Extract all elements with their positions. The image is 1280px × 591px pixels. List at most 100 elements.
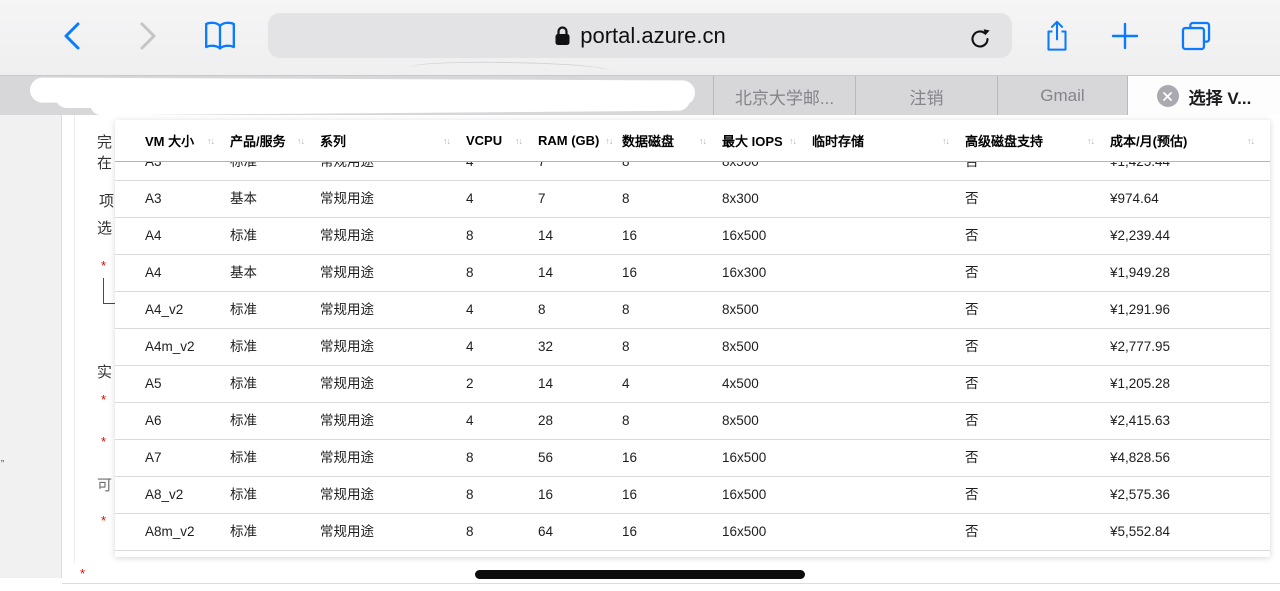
browser-toolbar: portal.azure.cn	[0, 0, 1280, 75]
column-header-product[interactable]: 产品/服务 ↑↓	[230, 131, 320, 150]
table-row[interactable]: A4m_v2 标准 常规用途 4 32 8 8x500 否 ¥2,777.95	[115, 329, 1270, 366]
column-label: RAM (GB)	[538, 133, 600, 148]
table-cell: ¥974.64	[1110, 191, 1159, 206]
table-cell: 4	[466, 191, 474, 206]
url-text: portal.azure.cn	[580, 22, 726, 48]
table-cell: 常规用途	[320, 524, 374, 539]
table-cell: 常规用途	[320, 265, 374, 280]
table-cell: 否	[965, 162, 1110, 180]
table-cell: 常规用途	[320, 228, 374, 243]
input-field-corner	[103, 278, 116, 304]
table-cell: 16x500	[722, 487, 767, 502]
table-cell: 8	[622, 162, 722, 180]
table-cell: 标准	[230, 524, 257, 539]
table-cell: 16	[622, 265, 638, 280]
column-label: 产品/服务	[230, 134, 286, 149]
table-row[interactable]: A4 标准 常规用途 8 14 16 16x500 否 ¥2,239.44	[115, 218, 1270, 255]
table-cell: 14	[538, 228, 554, 243]
column-header-max-iops[interactable]: 最大 IOPS ↑↓	[722, 131, 812, 150]
table-row[interactable]: A7 标准 常规用途 8 56 16 16x500 否 ¥4,828.56	[115, 440, 1270, 477]
tab-overview-button[interactable]	[1178, 18, 1214, 54]
column-header-cost[interactable]: 成本/月(预估) ↑↓	[1110, 131, 1270, 150]
table-row[interactable]: A4_v2 标准 常规用途 4 8 8 8x500 否 ¥1,291.96	[115, 292, 1270, 329]
table-cell: A3	[145, 191, 162, 206]
table-row[interactable]: A6 标准 常规用途 4 28 8 8x500 否 ¥2,415.63	[115, 403, 1270, 440]
address-bar[interactable]: portal.azure.cn	[268, 13, 1012, 58]
sort-icon[interactable]: ↑↓	[605, 135, 613, 146]
new-tab-button[interactable]	[1107, 18, 1143, 54]
column-label: 成本/月(预估)	[1110, 134, 1188, 149]
tab-select-vm-active[interactable]: 选择 V...	[1127, 76, 1280, 116]
table-cell: 否	[965, 450, 979, 465]
table-cell: 基本	[230, 191, 257, 206]
back-button[interactable]	[54, 18, 90, 54]
table-cell: 否	[965, 191, 979, 206]
table-cell: 16	[622, 524, 638, 539]
bookmarks-button[interactable]	[202, 18, 238, 54]
table-row[interactable]: A3 基本 常规用途 4 7 8 8x300 否 ¥974.64	[115, 181, 1270, 218]
tab-close-button[interactable]	[1156, 85, 1179, 107]
column-label: VCPU	[466, 133, 503, 148]
tab-logout[interactable]: 注销	[855, 76, 997, 116]
page-text-fragment: 完	[97, 134, 113, 151]
sort-icon[interactable]: ↑↓	[1087, 135, 1095, 146]
table-cell: 16x500	[722, 450, 767, 465]
sort-icon[interactable]: ↑↓	[515, 135, 523, 146]
table-row[interactable]: A8_v2 标准 常规用途 8 16 16 16x500 否 ¥2,575.36	[115, 477, 1270, 514]
table-cell: 常规用途	[320, 302, 374, 317]
column-header-temp-storage[interactable]: 临时存储 ↑↓	[812, 131, 965, 150]
sort-icon[interactable]: ↑↓	[1247, 135, 1255, 146]
required-asterisk: *	[101, 392, 107, 407]
table-cell	[812, 162, 965, 180]
table-cell: 16	[622, 228, 638, 243]
horizontal-scrollbar[interactable]	[475, 570, 805, 579]
sort-icon[interactable]: ↑↓	[942, 135, 950, 146]
table-row[interactable]: A5 标准 常规用途 2 14 4 4x500 否 ¥1,205.28	[115, 366, 1270, 403]
forward-button[interactable]	[130, 18, 166, 54]
table-cell: 常规用途	[320, 339, 374, 354]
table-cell: 否	[965, 524, 979, 539]
share-button[interactable]	[1039, 18, 1075, 54]
table-cell	[812, 255, 965, 291]
table-header-row: VM 大小 ↑↓ 产品/服务 ↑↓ 系列 ↑↓ VCPU ↑↓ RAM (GB) ↑↓ 数…	[115, 120, 1270, 162]
table-cell: 8x500	[722, 162, 812, 180]
table-cell: 4	[466, 302, 474, 317]
table-row-clipped[interactable]: A3标准常规用途4788x500 否¥1,425.44	[115, 162, 1270, 181]
table-cell: 8	[466, 265, 474, 280]
table-cell: 64	[538, 524, 554, 539]
refresh-button[interactable]	[962, 21, 998, 57]
table-cell: 4	[466, 413, 474, 428]
table-cell: ¥1,205.28	[1110, 376, 1171, 391]
table-cell: 4x500	[722, 376, 759, 391]
forward-icon	[140, 22, 156, 50]
table-row[interactable]: A8m_v2 标准 常规用途 8 64 16 16x500 否 ¥5,552.84	[115, 514, 1270, 551]
sort-icon[interactable]: ↑↓	[297, 135, 305, 146]
column-header-ram[interactable]: RAM (GB) ↑↓	[538, 133, 622, 148]
table-cell: 56	[538, 450, 554, 465]
sort-icon[interactable]: ↑↓	[207, 135, 215, 146]
column-header-vcpu[interactable]: VCPU ↑↓	[466, 133, 538, 148]
tab-gmail[interactable]: Gmail	[997, 76, 1127, 116]
portal-page: 完 在 项 选 * 实 * * 可 * * „ VM 大小 ↑↓ 产品/服务 ↑↓ …	[0, 115, 1280, 591]
table-cell: ¥1,291.96	[1110, 302, 1171, 317]
tab-pku-mail[interactable]: 北京大学邮...	[713, 76, 855, 116]
column-header-data-disks[interactable]: 数据磁盘 ↑↓	[622, 131, 722, 150]
table-cell: 14	[538, 376, 554, 391]
table-cell: A8_v2	[145, 487, 184, 502]
table-row[interactable]: A4 基本 常规用途 8 14 16 16x300 否 ¥1,949.28	[115, 255, 1270, 292]
table-cell: 16x500	[722, 228, 767, 243]
sort-icon[interactable]: ↑↓	[443, 135, 451, 146]
sort-icon[interactable]: ↑↓	[699, 135, 707, 146]
table-cell: 8x500	[722, 339, 759, 354]
table-cell: 4	[466, 339, 474, 354]
column-header-series[interactable]: 系列 ↑↓	[320, 131, 466, 150]
table-cell: 标准	[230, 162, 320, 180]
back-icon	[64, 22, 80, 50]
table-cell: 16	[622, 487, 638, 502]
sort-icon[interactable]: ↑↓	[789, 135, 797, 146]
column-header-premium-disk[interactable]: 高级磁盘支持 ↑↓	[965, 131, 1110, 150]
table-cell	[812, 514, 965, 550]
required-asterisk: *	[80, 566, 86, 581]
table-cell: 16	[538, 487, 554, 502]
column-header-vm-size[interactable]: VM 大小 ↑↓	[145, 131, 230, 150]
